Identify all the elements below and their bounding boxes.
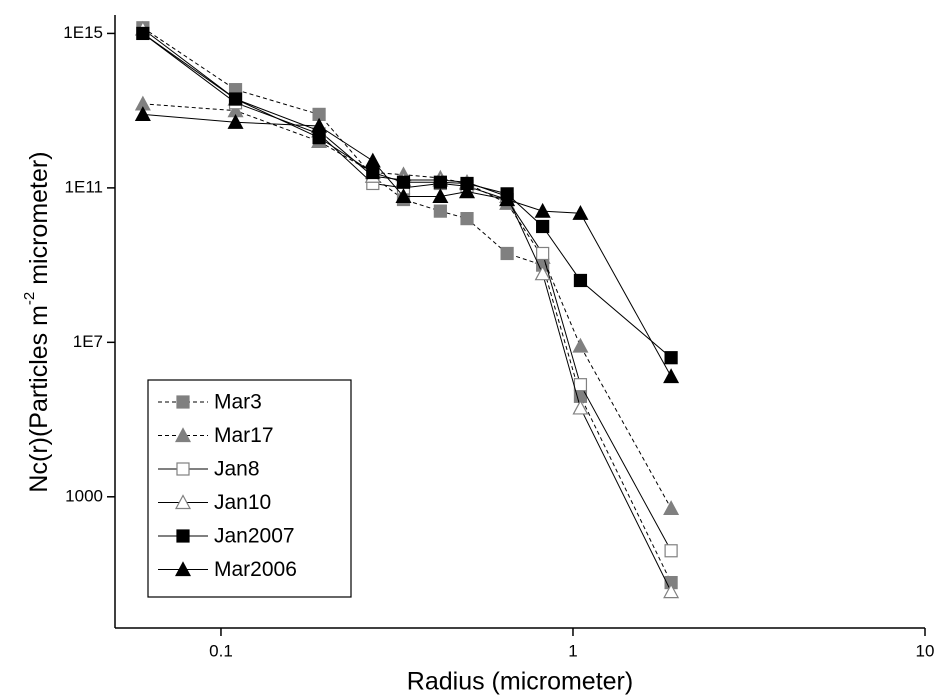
data-point [534,202,551,218]
data-point [663,583,680,599]
y-tick-label: 1000 [65,486,103,505]
data-point [663,500,680,516]
data-point [573,273,588,288]
data-point [364,152,381,168]
data-point [664,544,678,558]
legend-box [147,379,352,598]
data-point [534,265,551,281]
data-point [433,175,447,189]
x-tick-label: 10 [916,641,935,660]
legend-marker [174,561,192,577]
x-axis-label: Radius (micrometer) [407,668,633,696]
data-point [136,26,150,41]
y-tick-label: 1E7 [73,332,103,351]
y-tick-label: 1E11 [65,177,103,196]
data-point [460,212,474,226]
data-point [134,106,151,121]
y-tick-label: 1E15 [63,23,103,42]
data-point [228,92,243,106]
legend-label: Jan2007 [214,525,295,548]
data-point [459,183,476,199]
data-point [500,246,514,261]
y-label-superscript: -2 [21,292,38,305]
y-label-part: Nc(r)(Particles m [25,305,53,493]
x-tick-label: 0.1 [209,641,233,660]
data-point [572,337,589,353]
data-point [366,165,380,180]
data-point [227,114,244,129]
legend-marker [176,529,190,543]
data-point [664,351,678,365]
data-point [311,117,328,133]
legend-label: Mar3 [214,391,262,414]
data-point [432,188,449,204]
data-point [395,188,412,204]
data-point [312,131,326,145]
y-label-part: micrometer) [25,151,53,291]
data-point [572,399,589,415]
data-point [396,175,411,189]
data-point [572,205,589,220]
legend-label: Jan10 [214,491,271,514]
x-tick-label: 1 [568,641,577,660]
y-axis-label: Nc(r)(Particles m-2 micrometer) [21,151,53,492]
data-point [573,378,588,392]
legend-label: Mar17 [214,424,274,447]
data-point [433,204,447,218]
data-point [536,246,550,261]
data-point [499,191,516,207]
legend-marker [176,395,190,409]
series-line [142,113,672,377]
legend-marker [174,427,192,443]
legend-marker [174,494,192,510]
legend-marker [176,462,190,476]
legend-label: Jan8 [214,458,260,481]
legend-label: Mar2006 [214,558,297,581]
series [134,106,680,384]
data-point [663,368,680,384]
data-point [536,219,550,234]
